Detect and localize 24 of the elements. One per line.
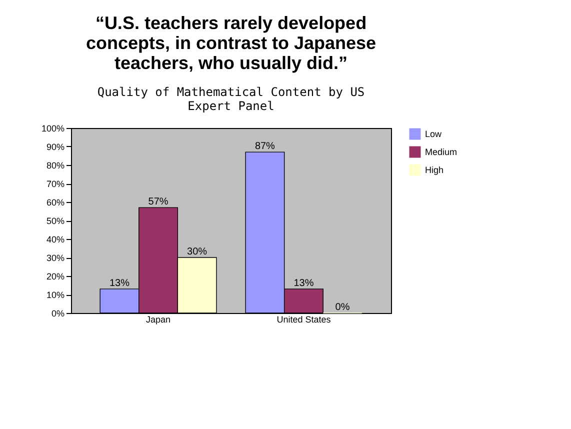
- y-tick-label: 30%: [46, 253, 64, 263]
- y-tick-label: 0%: [51, 308, 64, 318]
- y-tick-label: 80%: [46, 160, 64, 170]
- data-label: 30%: [187, 246, 208, 258]
- legend-label: Low: [425, 129, 442, 139]
- y-tick-label: 90%: [46, 142, 64, 152]
- y-tick-label: 20%: [46, 272, 64, 282]
- y-tick-label: 40%: [46, 234, 64, 244]
- y-tick-label: 50%: [46, 216, 64, 226]
- legend-label: Medium: [425, 147, 458, 157]
- x-tick-label: United States: [276, 314, 332, 324]
- data-label: 87%: [254, 141, 276, 152]
- data-label: 0%: [335, 302, 350, 313]
- data-label: 13%: [294, 278, 314, 289]
- legend-label: High: [425, 165, 444, 175]
- y-tick-label: 70%: [46, 179, 64, 189]
- y-tick-label: 60%: [46, 198, 64, 208]
- y-tick-label: 10%: [46, 290, 64, 300]
- x-tick-label: Japan: [146, 314, 171, 324]
- chart-title: “U.S. teachers rarely developed concepts, in contrast to Japanese teachers, who usually did.”: [86, 13, 376, 73]
- y-tick-label: 100%: [41, 124, 64, 134]
- chart-subtitle: Quality of Mathematical Content by US Expert Panel: [97, 85, 365, 113]
- data-label: 13%: [109, 278, 130, 289]
- data-label: 57%: [148, 196, 168, 208]
